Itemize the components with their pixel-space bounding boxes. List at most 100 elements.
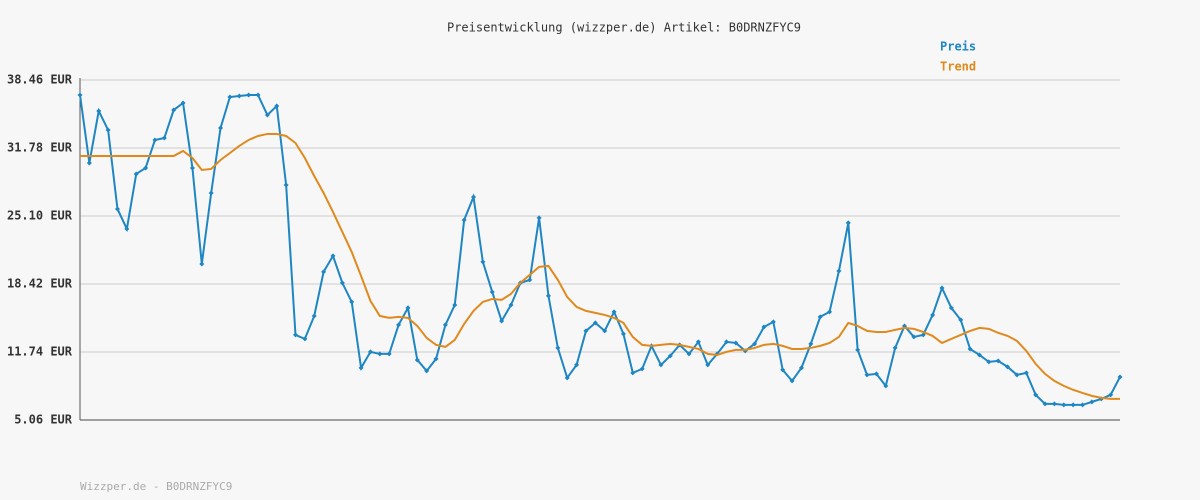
point-marker: [1089, 399, 1095, 405]
point-marker: [639, 366, 645, 372]
y-tick-label: 5.06 EUR: [14, 413, 73, 427]
point-marker: [667, 353, 673, 359]
point-marker: [302, 336, 308, 342]
point-marker: [967, 346, 973, 352]
point-marker: [171, 107, 177, 113]
point-marker: [686, 351, 692, 357]
point-marker: [330, 253, 336, 259]
point-marker: [143, 165, 149, 171]
point-marker: [789, 378, 795, 384]
point-marker: [152, 137, 158, 143]
point-marker: [1042, 401, 1048, 407]
point-marker: [1005, 364, 1011, 370]
point-marker: [274, 103, 280, 109]
point-marker: [433, 356, 439, 362]
point-marker: [705, 362, 711, 368]
point-marker: [733, 340, 739, 346]
point-marker: [883, 383, 889, 389]
point-marker: [930, 312, 936, 318]
legend-label: Trend: [940, 60, 976, 74]
point-marker: [133, 171, 139, 177]
legend-label: Preis: [940, 40, 976, 54]
point-marker: [161, 135, 167, 141]
point-marker: [321, 269, 327, 275]
point-marker: [367, 349, 373, 355]
point-marker: [630, 370, 636, 376]
point-marker: [255, 92, 261, 98]
point-marker: [920, 332, 926, 338]
point-marker: [855, 347, 861, 353]
point-marker: [180, 100, 186, 106]
point-marker: [555, 345, 561, 351]
point-marker: [545, 293, 551, 299]
point-marker: [264, 112, 270, 118]
point-marker: [995, 358, 1001, 364]
point-marker: [611, 309, 617, 315]
point-marker: [1061, 402, 1067, 408]
point-marker: [761, 324, 767, 330]
point-marker: [564, 375, 570, 381]
y-tick-label: 11.74 EUR: [7, 345, 73, 359]
point-marker: [414, 357, 420, 363]
point-marker: [311, 313, 317, 319]
point-marker: [892, 345, 898, 351]
point-marker: [827, 309, 833, 315]
point-marker: [442, 322, 448, 328]
point-marker: [536, 215, 542, 221]
y-tick-label: 31.78 EUR: [7, 141, 73, 155]
point-marker: [96, 108, 102, 114]
point-marker: [227, 94, 233, 100]
point-marker: [386, 351, 392, 357]
point-marker: [976, 352, 982, 358]
footer-source: Wizzper.de - B0DRNZFYC9: [80, 480, 232, 493]
point-marker: [1051, 401, 1057, 407]
point-marker: [1108, 392, 1114, 398]
point-marker: [499, 318, 505, 324]
point-marker: [471, 194, 477, 200]
point-marker: [283, 182, 289, 188]
point-marker: [780, 367, 786, 373]
point-marker: [1080, 402, 1086, 408]
point-marker: [396, 322, 402, 328]
point-marker: [218, 125, 224, 131]
point-marker: [124, 226, 130, 232]
point-marker: [770, 319, 776, 325]
point-marker: [292, 332, 298, 338]
series-line: [79, 93, 1121, 406]
point-marker: [798, 365, 804, 371]
point-marker: [658, 362, 664, 368]
point-marker: [77, 92, 83, 98]
point-marker: [845, 220, 851, 226]
point-marker: [208, 190, 214, 196]
point-marker: [723, 339, 729, 345]
point-marker: [339, 280, 345, 286]
point-marker: [1014, 372, 1020, 378]
y-tick-label: 38.46 EUR: [7, 73, 73, 87]
y-tick-label: 18.42 EUR: [7, 277, 73, 291]
point-marker: [480, 259, 486, 265]
point-marker: [808, 341, 814, 347]
point-marker: [873, 371, 879, 377]
point-marker: [377, 351, 383, 357]
point-marker: [189, 165, 195, 171]
point-marker: [948, 305, 954, 311]
point-marker: [911, 334, 917, 340]
point-marker: [574, 362, 580, 368]
point-marker: [620, 331, 626, 337]
point-marker: [489, 289, 495, 295]
point-marker: [424, 368, 430, 374]
point-marker: [1033, 392, 1039, 398]
point-marker: [939, 285, 945, 291]
point-marker: [986, 359, 992, 365]
point-marker: [508, 302, 514, 308]
point-marker: [1070, 402, 1076, 408]
point-marker: [405, 305, 411, 311]
point-marker: [695, 339, 701, 345]
point-marker: [246, 92, 252, 98]
point-marker: [817, 314, 823, 320]
series-line: [80, 132, 1120, 400]
point-marker: [114, 206, 120, 212]
point-marker: [105, 127, 111, 133]
